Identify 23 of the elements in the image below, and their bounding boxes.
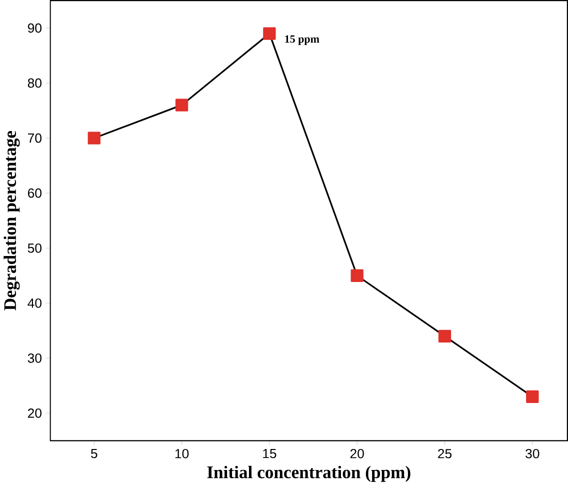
x-axis-title: Initial concentration (ppm) — [207, 466, 410, 482]
point — [88, 132, 100, 145]
point — [350, 270, 364, 282]
annotation: 15 ppm — [285, 36, 320, 46]
x-tick-label: 15 — [263, 449, 276, 458]
point — [175, 99, 188, 112]
y-tick-label: 80 — [28, 78, 42, 88]
y-axis-title: Degradation percentage — [4, 131, 20, 311]
y-tick-label: 20 — [28, 408, 42, 418]
x-tick-label: 5 — [90, 449, 98, 458]
point — [263, 27, 276, 40]
y-tick-label: 30 — [28, 354, 42, 364]
y-tick-label: 70 — [28, 134, 42, 144]
point — [438, 330, 452, 343]
x-tick-label: 30 — [526, 449, 540, 459]
x-tick-label: 20 — [350, 449, 364, 459]
y-tick-label: 40 — [28, 298, 42, 308]
y-tick-label: 90 — [28, 24, 42, 33]
y-tick-label: 50 — [28, 244, 42, 254]
x-tick-label: 10 — [175, 449, 189, 459]
x-tick-label: 25 — [438, 449, 452, 459]
point — [526, 390, 539, 404]
y-tick-label: 60 — [28, 188, 42, 198]
